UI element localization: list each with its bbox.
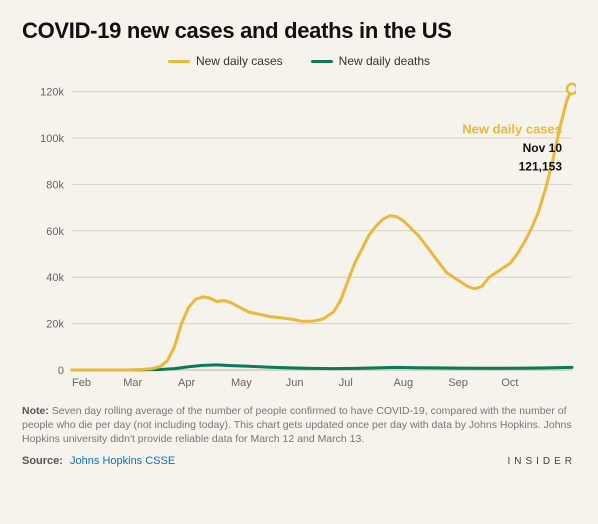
callout-value: 121,153 [519, 159, 563, 173]
y-tick-label: 0 [58, 365, 64, 377]
end-marker-icon [567, 84, 576, 94]
footnote: Note: Seven day rolling average of the n… [22, 404, 576, 447]
x-tick-label: Apr [178, 377, 195, 389]
brand-mark: INSIDER [507, 456, 576, 467]
source-row: Source: Johns Hopkins CSSE INSIDER [22, 455, 576, 467]
x-tick-label: Jun [286, 377, 304, 389]
chart-area: 0 20k 40k 60k 80k 100k 120k Feb Mar Apr May Jun Jul A… [22, 74, 576, 394]
x-tick-label: Jul [339, 377, 353, 389]
callout-date: Nov 10 [523, 141, 563, 155]
legend-swatch-deaths [311, 60, 333, 63]
legend-label-cases: New daily cases [196, 54, 283, 68]
footnote-text: Seven day rolling average of the number … [22, 405, 572, 445]
x-tick-label: Aug [394, 377, 414, 389]
source-link[interactable]: Johns Hopkins CSSE [70, 455, 175, 467]
legend-item-deaths: New daily deaths [311, 54, 430, 68]
x-tick-label: Sep [448, 377, 468, 389]
source-prefix: Source: [22, 455, 63, 467]
legend-label-deaths: New daily deaths [339, 54, 430, 68]
callout-title: New daily cases [462, 121, 562, 136]
line-chart-svg: 0 20k 40k 60k 80k 100k 120k Feb Mar Apr May Jun Jul A… [22, 74, 576, 394]
x-tick-label: Feb [72, 377, 91, 389]
chart-title: COVID-19 new cases and deaths in the US [22, 18, 576, 44]
legend-swatch-cases [168, 60, 190, 63]
x-tick-label: May [231, 377, 252, 389]
y-tick-label: 40k [46, 272, 64, 284]
footnote-prefix: Note: [22, 405, 49, 417]
chart-card: COVID-19 new cases and deaths in the US … [0, 0, 598, 524]
y-tick-label: 60k [46, 226, 64, 238]
y-tick-label: 80k [46, 179, 64, 191]
y-tick-label: 20k [46, 319, 64, 331]
legend: New daily cases New daily deaths [22, 54, 576, 68]
x-tick-label: Oct [501, 377, 518, 389]
x-tick-label: Mar [123, 377, 142, 389]
y-tick-label: 120k [40, 87, 64, 99]
y-tick-label: 100k [40, 133, 64, 145]
source: Source: Johns Hopkins CSSE [22, 455, 175, 467]
legend-item-cases: New daily cases [168, 54, 283, 68]
